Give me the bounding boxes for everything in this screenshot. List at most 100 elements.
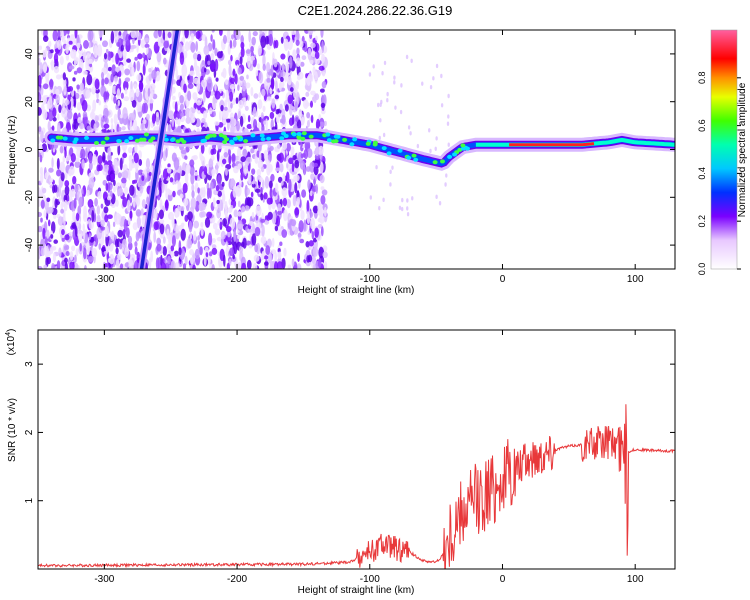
y-tick-label: 2: [24, 429, 35, 435]
noise-speckle: [318, 145, 324, 156]
spectrogram-y-label: Frequency (Hz): [7, 116, 18, 185]
noise-speckle: [236, 120, 240, 132]
colorbar-gradient: [710, 29, 738, 270]
noise-speckle: [247, 197, 254, 207]
noise-speckle: [271, 211, 277, 225]
ridge-blob: [169, 137, 175, 142]
noise-speckle: [150, 250, 154, 263]
noise-speckle: [220, 230, 226, 240]
noise-speckle: [440, 103, 444, 108]
noise-speckle: [227, 207, 233, 214]
noise-speckle: [74, 254, 77, 263]
noise-speckle: [191, 190, 195, 198]
noise-speckle: [265, 118, 268, 130]
y-tick-label: 40: [24, 48, 35, 60]
noise-speckle: [125, 227, 130, 238]
noise-speckle: [134, 246, 138, 255]
noise-speckle: [313, 165, 319, 176]
noise-speckle: [76, 67, 83, 74]
noise-speckle: [82, 50, 87, 62]
noise-speckle: [121, 126, 126, 131]
noise-speckle: [155, 257, 160, 269]
noise-speckle: [297, 232, 302, 238]
ridge-blob: [365, 141, 371, 146]
noise-speckle: [88, 161, 93, 171]
ridge-blob: [325, 132, 331, 137]
noise-speckle: [79, 82, 85, 92]
ridge-blob: [381, 146, 387, 151]
noise-speckle: [228, 63, 232, 77]
noise-speckle: [280, 180, 284, 186]
noise-speckle: [152, 93, 158, 100]
noise-speckle: [38, 92, 42, 103]
noise-speckle: [80, 148, 86, 160]
noise-speckle: [59, 55, 64, 66]
noise-speckle: [309, 59, 314, 65]
noise-speckle: [294, 182, 298, 194]
noise-speckle: [73, 95, 77, 108]
noise-speckle: [142, 52, 146, 59]
x-tick-label: 0: [500, 574, 506, 585]
noise-speckle: [368, 72, 372, 77]
noise-speckle: [210, 148, 215, 156]
noise-speckle: [52, 30, 58, 42]
ridge-blob: [432, 160, 438, 165]
noise-speckle: [160, 37, 164, 44]
noise-speckle: [272, 194, 278, 201]
noise-speckle: [107, 50, 112, 61]
ridge-blob: [447, 154, 453, 159]
noise-speckle: [410, 58, 413, 64]
noise-speckle: [103, 123, 110, 129]
noise-speckle: [250, 45, 254, 53]
noise-speckle: [382, 197, 385, 203]
noise-speckle: [283, 38, 289, 52]
noise-speckle: [279, 80, 285, 88]
noise-speckle: [54, 198, 58, 209]
noise-speckle: [319, 48, 323, 56]
noise-speckle: [148, 171, 152, 177]
noise-speckle: [89, 63, 93, 68]
noise-speckle: [267, 154, 272, 161]
noise-speckle: [153, 231, 157, 243]
noise-speckle: [44, 245, 50, 258]
noise-speckle: [438, 200, 442, 206]
noise-speckle: [68, 231, 73, 237]
noise-speckle: [266, 96, 273, 102]
noise-speckle: [398, 205, 402, 211]
noise-speckle: [228, 148, 231, 157]
noise-speckle: [39, 154, 43, 163]
ridge-blob: [84, 135, 90, 140]
noise-speckle: [189, 159, 195, 167]
noise-speckle: [44, 47, 48, 55]
noise-speckle: [179, 94, 184, 104]
noise-speckle: [311, 96, 315, 102]
noise-speckle: [158, 177, 162, 191]
noise-speckle: [203, 110, 208, 119]
noise-speckle: [224, 99, 228, 108]
snr-y-axis: 1 2 3: [24, 361, 675, 503]
noise-speckle: [55, 74, 62, 80]
noise-speckle: [68, 86, 74, 92]
noise-speckle: [66, 110, 73, 120]
noise-speckle: [121, 177, 127, 184]
noise-speckle: [182, 263, 187, 269]
noise-speckle: [85, 57, 89, 71]
noise-speckle: [56, 157, 60, 170]
ridge-blob: [296, 131, 302, 136]
noise-speckle: [38, 225, 43, 233]
noise-speckle: [393, 75, 396, 80]
noise-speckle: [41, 95, 47, 105]
noise-speckle: [253, 93, 259, 99]
noise-speckle: [113, 185, 117, 193]
noise-speckle: [266, 77, 271, 83]
noise-speckle: [292, 154, 297, 161]
noise-speckle: [120, 92, 124, 99]
ridge-blob: [243, 139, 249, 144]
noise-speckle: [197, 240, 201, 250]
noise-speckle: [132, 222, 138, 231]
ridge-blob: [100, 140, 106, 145]
noise-speckle: [399, 109, 403, 115]
noise-speckle: [295, 117, 299, 122]
noise-speckle: [260, 193, 264, 201]
noise-speckle: [306, 75, 311, 86]
